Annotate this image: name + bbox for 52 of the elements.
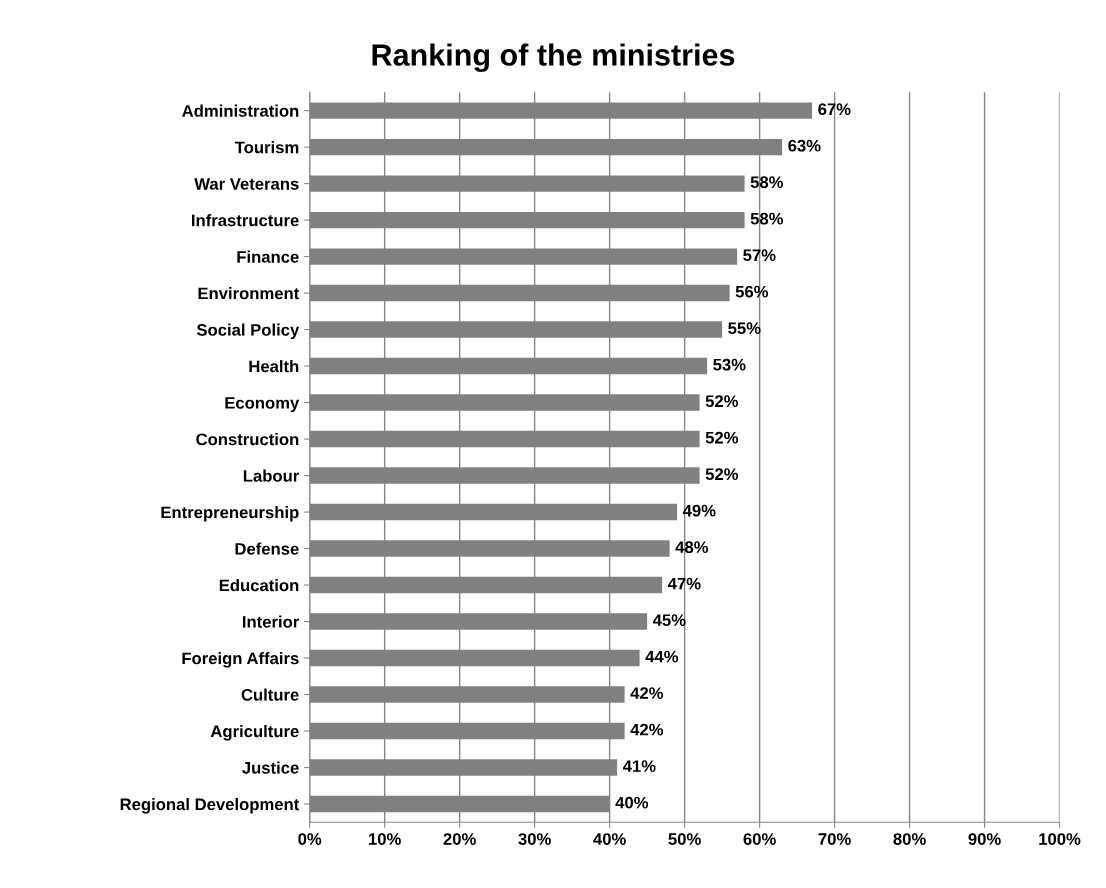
y-tick-label: Interior bbox=[242, 615, 300, 628]
x-tick-label: 0% bbox=[298, 833, 322, 845]
y-tick-label: Health bbox=[249, 360, 299, 373]
data-label: 48% bbox=[675, 541, 709, 554]
x-tick-label: 10% bbox=[369, 833, 401, 845]
y-tick-label: Finance bbox=[237, 250, 299, 263]
data-label: 47% bbox=[667, 577, 701, 590]
data-label: 58% bbox=[750, 176, 784, 189]
y-tick-label: Social Policy bbox=[196, 323, 300, 340]
x-tick-label: 60% bbox=[743, 833, 776, 845]
y-tick-label: Environment bbox=[198, 287, 300, 300]
y-tick-label: Defense bbox=[235, 542, 299, 555]
y-tick-label: Infrastructure bbox=[192, 214, 299, 227]
y-tick-label: War Veterans bbox=[194, 178, 299, 190]
data-label: 52% bbox=[705, 468, 739, 481]
data-label: 58% bbox=[750, 212, 784, 225]
data-label: 53% bbox=[713, 358, 746, 371]
y-tick-label: Regional Development bbox=[120, 798, 300, 814]
data-label: 52% bbox=[705, 431, 739, 444]
y-tick-label: Construction bbox=[196, 433, 299, 446]
x-tick-label: 30% bbox=[518, 833, 551, 845]
data-label: 42% bbox=[630, 723, 664, 736]
data-label: 40% bbox=[615, 796, 649, 809]
data-label: 45% bbox=[652, 614, 686, 627]
data-label: 57% bbox=[743, 249, 776, 262]
x-tick-label: 70% bbox=[818, 833, 851, 845]
x-tick-label: 40% bbox=[593, 833, 626, 845]
y-tick-label: Education bbox=[219, 579, 299, 592]
data-label: 55% bbox=[728, 322, 761, 335]
data-label: 41% bbox=[622, 760, 656, 772]
chart-title: Ranking of the ministries bbox=[372, 43, 735, 73]
y-tick-label: Agriculture bbox=[210, 725, 299, 741]
x-tick-label: 50% bbox=[668, 833, 701, 845]
y-tick-label: Administration bbox=[182, 104, 299, 117]
y-tick-label: Culture bbox=[241, 688, 299, 701]
y-tick-label: Justice bbox=[242, 761, 299, 774]
data-label: 42% bbox=[630, 687, 664, 699]
y-tick-label: Tourism bbox=[234, 141, 299, 154]
data-label: 67% bbox=[818, 103, 851, 116]
y-tick-label: Foreign Affairs bbox=[182, 652, 299, 668]
x-tick-label: 80% bbox=[893, 833, 926, 845]
x-tick-label: 90% bbox=[968, 833, 1001, 845]
y-tick-label: Entrepreneurship bbox=[161, 506, 299, 522]
data-label: 44% bbox=[645, 650, 679, 663]
y-tick-label: Economy bbox=[225, 397, 300, 413]
data-label: 63% bbox=[788, 139, 821, 152]
data-label: 56% bbox=[735, 285, 769, 298]
x-tick-label: 100% bbox=[1039, 833, 1081, 845]
data-label: 49% bbox=[682, 504, 716, 517]
data-label: 52% bbox=[705, 395, 739, 408]
y-tick-label: Labour bbox=[243, 469, 300, 482]
x-tick-label: 20% bbox=[443, 833, 476, 845]
